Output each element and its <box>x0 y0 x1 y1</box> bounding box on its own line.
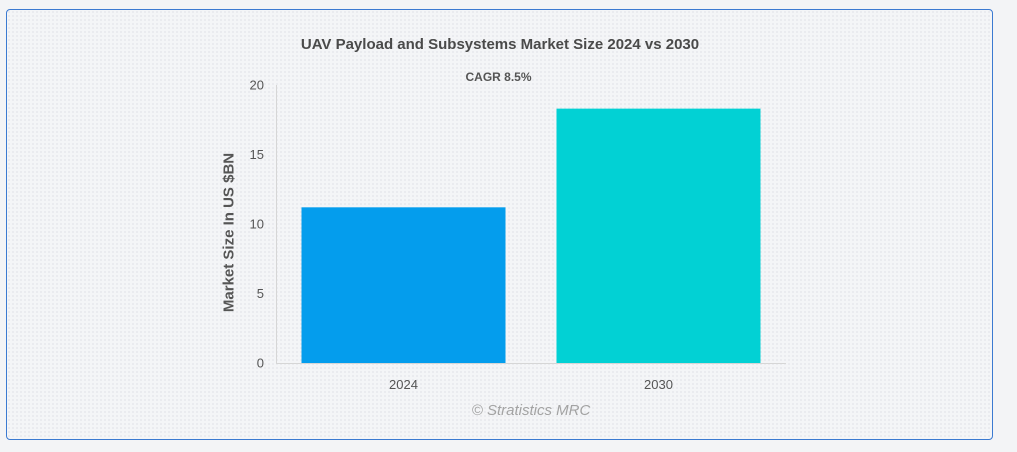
bar-2030 <box>556 108 761 363</box>
watermark-credit: © Stratistics MRC <box>471 402 591 419</box>
y-axis-ticks: 0 5 10 15 20 <box>250 78 264 371</box>
chart-title: UAV Payload and Subsystems Market Size 2… <box>300 36 700 53</box>
x-tick-label-2030: 2030 <box>644 377 673 392</box>
chart-subtitle: CAGR 8.5% <box>465 70 532 84</box>
y-tick-label: 20 <box>250 78 264 93</box>
bars <box>301 108 761 363</box>
bar-2024 <box>301 207 506 363</box>
y-tick-label: 5 <box>257 286 264 301</box>
y-tick-label: 15 <box>250 147 264 162</box>
x-tick-label-2024: 2024 <box>389 377 418 392</box>
y-tick-label: 10 <box>250 217 264 232</box>
y-tick-label: 0 <box>257 356 264 371</box>
x-axis-ticks: 2024 2030 <box>389 377 673 392</box>
